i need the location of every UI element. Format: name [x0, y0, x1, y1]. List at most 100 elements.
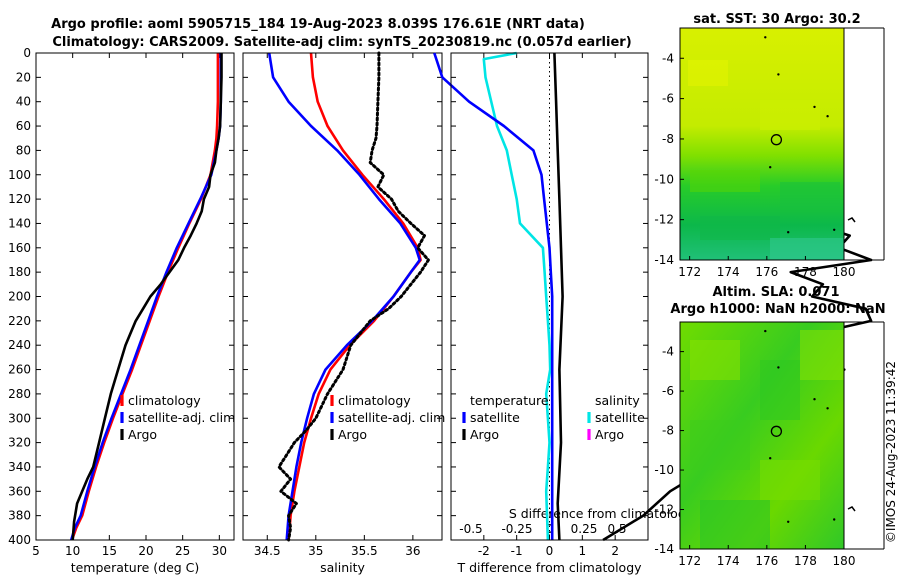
differences-x-axis-label: T difference from climatology — [456, 560, 642, 575]
map-x-tick-label: 178 — [794, 554, 817, 568]
x-tick-label: 5 — [32, 544, 40, 558]
x-tick-label: 1 — [579, 544, 587, 558]
y-tick-label: 220 — [8, 314, 31, 328]
x-tick-label: 15 — [102, 544, 117, 558]
y-tick-label: 100 — [8, 168, 31, 182]
x-tick-label: 0 — [546, 544, 554, 558]
x-tick-label: 25 — [175, 544, 190, 558]
map-y-tick-label: -6 — [662, 92, 674, 106]
map-y-tick-label: -10 — [654, 463, 674, 477]
island-speck — [787, 520, 790, 523]
temperature-series-argo — [71, 53, 223, 541]
sst-map-panel: 172 174 176 178 180 -4 -6 -8 -10 -12 -14 — [654, 27, 885, 279]
sst-map-title: sat. SST: 30 Argo: 30.2 — [693, 12, 860, 27]
map-x-tick-label: 172 — [678, 265, 701, 279]
island-speck — [813, 398, 816, 401]
y-tick-label: 380 — [8, 509, 31, 523]
map-x-tick-label: 180 — [833, 554, 856, 568]
figure-title-line1: Argo profile: aoml 5905715_184 19-Aug-20… — [51, 17, 585, 32]
temperature-series-climatology — [70, 53, 220, 541]
map-x-tick-label: 172 — [678, 554, 701, 568]
argo-float-position-marker — [770, 134, 783, 146]
x-tick-label: -1 — [511, 544, 523, 558]
island-speck — [813, 105, 816, 109]
legend-s-header: salinity — [595, 393, 640, 408]
sst-texture — [688, 60, 844, 260]
y-tick-label: 260 — [8, 363, 31, 377]
island-speck — [764, 329, 767, 333]
temperature-panel: 0 20 40 60 80 100 120 140 160 180 200 220 240 260 280 3… — [8, 46, 235, 575]
differences-frame — [450, 52, 649, 541]
argo-float-position-marker — [770, 425, 783, 437]
legend-entry: Argo — [595, 427, 624, 442]
temperature-frame — [35, 52, 235, 541]
differences-series-t-argo — [553, 52, 564, 541]
figure-title-line2: Climatology: CARS2009. Satellite-adj cli… — [52, 35, 631, 50]
map-y-tick-label: -14 — [654, 542, 674, 556]
map-y-tick-label: -12 — [654, 503, 674, 517]
y-tick-label: 200 — [8, 290, 31, 304]
island-speck — [833, 518, 836, 521]
salinity-plot-area — [243, 53, 442, 540]
map-y-tick-label: -4 — [662, 51, 674, 65]
y-tick-label: 80 — [16, 143, 31, 157]
temperature-plot-area — [36, 53, 234, 540]
legend-entry: Argo — [128, 427, 157, 442]
map-x-tick-label: 178 — [794, 265, 817, 279]
salinity-series-satellite-adj-clim — [267, 52, 422, 541]
y-tick-label: 120 — [8, 192, 31, 206]
imos-timestamp: ©IMOS 24-Aug-2023 11:39:42 — [884, 361, 898, 543]
map-y-tick-label: -10 — [654, 172, 674, 186]
s-difference-tick-label: 0 — [546, 522, 554, 536]
x-tick-label: 20 — [138, 544, 153, 558]
map-x-tick-label: 174 — [717, 265, 740, 279]
island-outline — [847, 217, 856, 223]
y-tick-label: 0 — [23, 46, 31, 60]
y-tick-label: 140 — [8, 216, 31, 230]
x-tick-label: 34.5 — [254, 544, 281, 558]
island-speck — [833, 228, 836, 231]
s-difference-tick-label: -0.25 — [501, 522, 532, 536]
y-tick-label: 400 — [8, 533, 31, 547]
s-difference-tick-label: -0.5 — [459, 522, 482, 536]
map-y-tick-label: -14 — [654, 253, 674, 267]
salinity-series-argo — [277, 51, 430, 542]
y-tick-label: 180 — [8, 265, 31, 279]
island-speck — [777, 73, 780, 76]
x-tick-label: -2 — [478, 544, 490, 558]
map-x-tick-label: 176 — [755, 554, 778, 568]
sla-texture — [690, 330, 844, 549]
legend-entry: Argo — [338, 427, 367, 442]
map-y-tick-label: -12 — [654, 213, 674, 227]
island-speck — [764, 36, 767, 39]
salinity-frame — [242, 52, 443, 541]
y-tick-label: 60 — [16, 119, 31, 133]
legend-entry: climatology — [128, 393, 201, 408]
map-x-tick-label: 180 — [833, 265, 856, 279]
legend-entry: satellite-adj. clim — [128, 410, 235, 425]
y-tick-label: 20 — [16, 70, 31, 84]
sla-map-subtitle: Argo h1000: NaN h2000: NaN — [670, 302, 885, 317]
legend-entry: climatology — [338, 393, 411, 408]
y-tick-label: 320 — [8, 436, 31, 450]
legend-entry: satellite — [470, 410, 520, 425]
legend-t-header: temperature — [470, 393, 549, 408]
y-tick-label: 280 — [8, 387, 31, 401]
island-speck — [769, 457, 772, 460]
island-speck — [787, 231, 790, 234]
map-x-tick-label: 176 — [755, 265, 778, 279]
island-speck — [777, 366, 780, 369]
x-tick-label: 35 — [308, 544, 323, 558]
y-tick-label: 340 — [8, 460, 31, 474]
x-tick-label: 10 — [65, 544, 80, 558]
island-speck — [769, 166, 772, 169]
x-tick-label: 2 — [611, 544, 619, 558]
legend-entry: Argo — [470, 427, 499, 442]
island-outline — [847, 506, 856, 512]
map-x-tick-label: 174 — [717, 554, 740, 568]
map-y-tick-label: -6 — [662, 384, 674, 398]
temperature-x-axis-label: temperature (deg C) — [71, 560, 200, 575]
